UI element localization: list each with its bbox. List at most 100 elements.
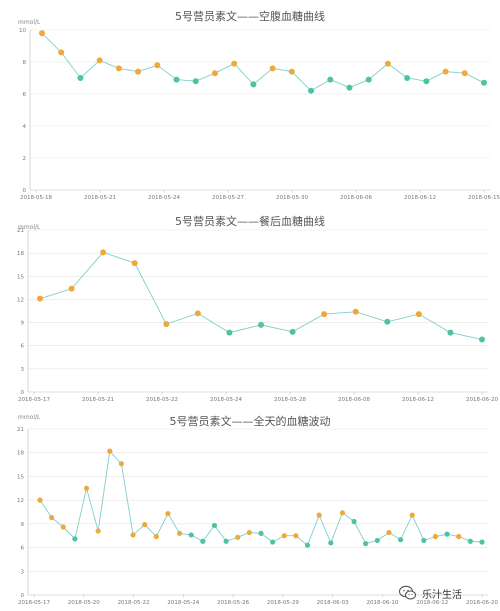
- data-point: [60, 524, 66, 530]
- x-tick-label: 2018-05-17: [18, 600, 50, 606]
- series-line: [41, 32, 485, 92]
- y-tick-label: 6: [23, 92, 27, 98]
- wechat-icon: [398, 585, 417, 600]
- data-point: [153, 533, 159, 540]
- x-tick-label: 2018-05-24: [210, 397, 242, 403]
- data-point: [397, 537, 404, 543]
- data-point: [231, 60, 238, 67]
- data-point: [481, 79, 487, 86]
- y-tick-label: 8: [23, 60, 27, 66]
- data-point: [258, 321, 264, 328]
- chart-title: 5号营员素文——餐后血糖曲线: [175, 215, 325, 228]
- data-point: [442, 68, 449, 75]
- data-point: [235, 534, 241, 540]
- data-point: [447, 329, 454, 336]
- data-point: [444, 531, 450, 537]
- data-point: [270, 539, 276, 545]
- data-point: [456, 533, 462, 540]
- x-tick-label: 2018-06-20: [466, 600, 498, 606]
- x-tick-label: 2018-05-17: [18, 397, 50, 403]
- data-point: [165, 510, 171, 517]
- data-point: [479, 336, 485, 343]
- y-tick-label: 4: [23, 124, 27, 130]
- chart-title: 5号营员素文——空腹血糖曲线: [175, 10, 325, 23]
- data-point: [269, 65, 276, 72]
- data-point: [363, 541, 369, 547]
- y-tick-label: 0: [21, 390, 25, 396]
- data-point: [192, 78, 199, 85]
- data-point: [421, 537, 427, 544]
- x-tick-label: 2018-06-10: [366, 600, 398, 606]
- watermark: 乐汁生活: [398, 582, 462, 604]
- data-point: [49, 514, 55, 521]
- y-tick-label: 18: [17, 251, 24, 257]
- x-tick-label: 2018-06-12: [402, 397, 434, 403]
- y-tick-label: 3: [21, 569, 25, 575]
- data-point: [211, 522, 218, 529]
- data-point: [308, 87, 315, 94]
- x-tick-label: 2018-05-30: [276, 195, 308, 200]
- data-point: [211, 70, 218, 77]
- data-point: [461, 70, 468, 77]
- data-point: [250, 81, 257, 88]
- data-point: [135, 68, 142, 75]
- data-point: [351, 518, 357, 525]
- x-tick-label: 2018-06-06: [340, 195, 372, 200]
- data-point: [188, 532, 194, 538]
- data-point: [96, 57, 103, 64]
- data-point: [289, 328, 296, 335]
- y-tick-label: 15: [17, 474, 24, 480]
- data-point: [321, 311, 328, 318]
- x-tick-label: 2018-05-18: [20, 195, 52, 200]
- data-point: [83, 485, 90, 491]
- data-point: [100, 249, 107, 256]
- data-point: [316, 512, 322, 518]
- data-point: [39, 30, 45, 37]
- y-tick-label: 6: [21, 546, 25, 552]
- watermark-text: 乐汁生活: [422, 589, 462, 601]
- y-tick-label: 6: [21, 344, 25, 350]
- data-point: [194, 310, 201, 317]
- data-point: [346, 84, 353, 91]
- data-point: [130, 532, 136, 538]
- data-point: [374, 537, 380, 544]
- data-point: [37, 497, 43, 503]
- x-tick-label: 2018-06-12: [404, 195, 436, 200]
- y-tick-label: 9: [21, 522, 25, 528]
- y-tick-label: 0: [23, 188, 27, 194]
- data-point: [131, 260, 138, 267]
- data-point: [258, 530, 264, 536]
- data-point: [423, 78, 430, 85]
- x-tick-label: 2018-06-20: [466, 397, 498, 403]
- y-tick-label: 9: [21, 321, 25, 327]
- data-point: [352, 308, 359, 315]
- data-point: [95, 528, 101, 534]
- data-point: [226, 329, 233, 336]
- data-point: [176, 530, 183, 536]
- y-tick-label: 21: [17, 427, 24, 433]
- x-tick-label: 2018-05-22: [146, 397, 178, 403]
- data-point: [223, 538, 229, 544]
- x-tick-label: 2018-05-20: [68, 600, 100, 606]
- y-tick-label: 12: [17, 498, 24, 504]
- x-tick-label: 2018-05-24: [148, 195, 180, 200]
- data-point: [163, 321, 170, 328]
- data-point: [384, 60, 391, 67]
- data-point: [107, 448, 113, 454]
- data-point: [339, 510, 346, 516]
- x-tick-label: 2018-05-28: [274, 397, 306, 403]
- x-tick-label: 2018-05-27: [212, 195, 244, 200]
- y-tick-label: 0: [21, 593, 25, 599]
- data-point: [365, 76, 372, 83]
- x-tick-label: 2018-06-12: [416, 600, 448, 606]
- data-point: [467, 538, 473, 544]
- data-point: [404, 75, 411, 81]
- x-tick-label: 2018-05-26: [217, 600, 249, 606]
- data-point: [72, 536, 78, 542]
- data-point: [328, 540, 334, 546]
- data-point: [154, 62, 161, 69]
- y-tick-label: 15: [17, 274, 24, 280]
- data-point: [304, 542, 311, 548]
- x-tick-label: 2018-05-24: [167, 600, 199, 606]
- chart-title: 5号营员素文——全天的血糖波动: [169, 415, 331, 428]
